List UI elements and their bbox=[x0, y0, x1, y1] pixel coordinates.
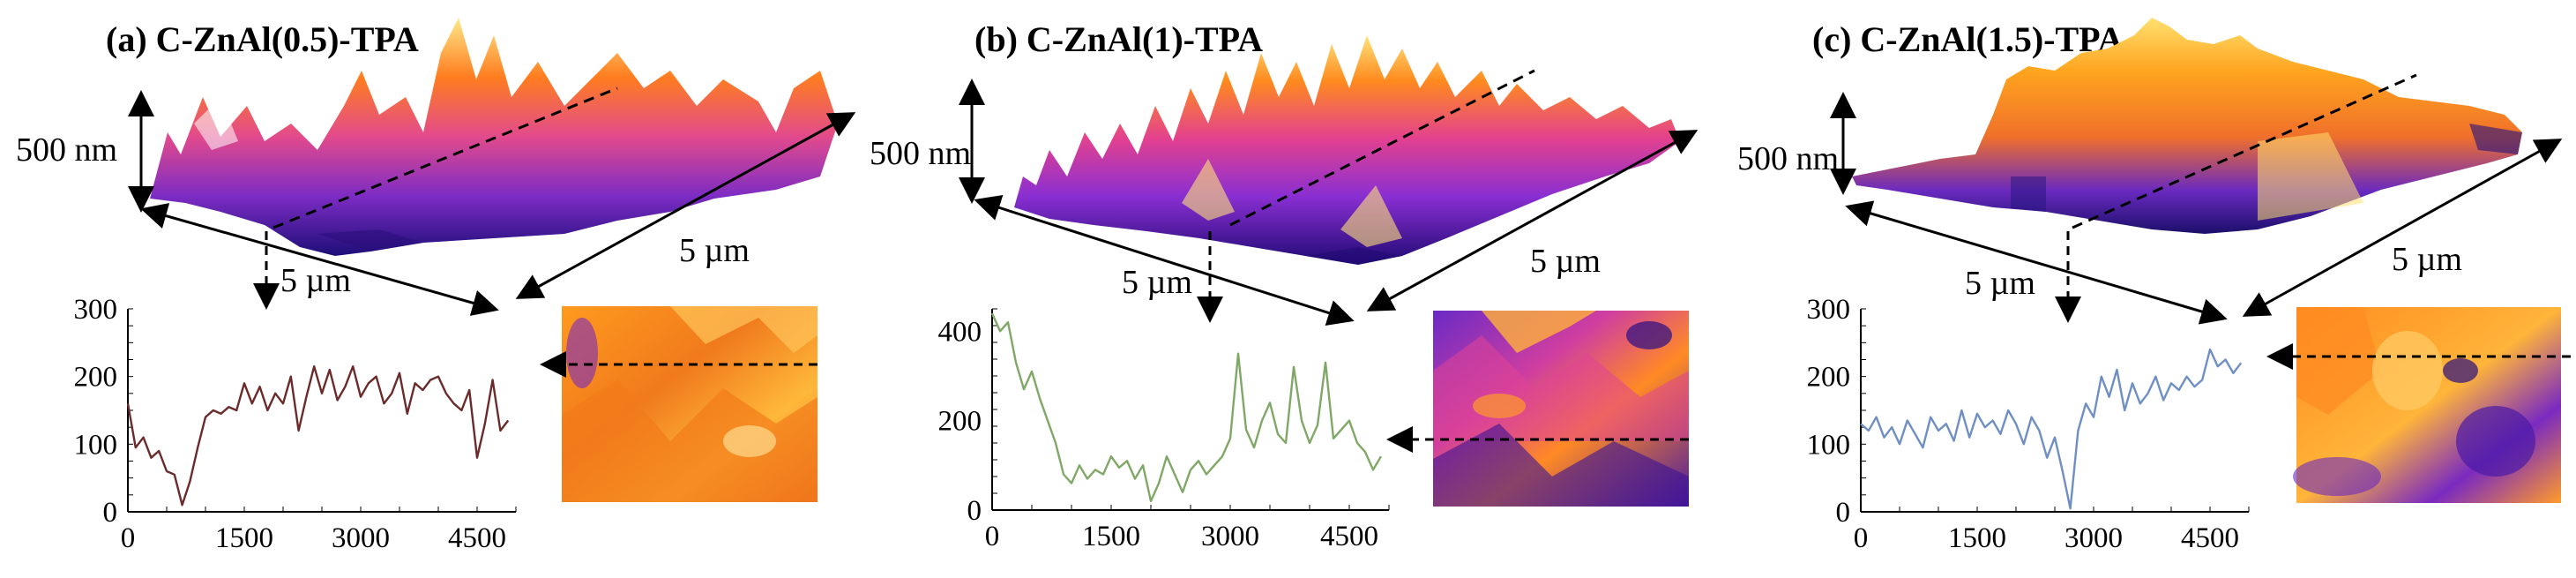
y-tick-label: 0 bbox=[967, 495, 982, 527]
y-tick-label: 200 bbox=[1807, 362, 1851, 394]
panel-b-profile-chart: 0 200 400 0 1500 3000 4500 bbox=[938, 308, 1390, 552]
panel-b-x-span-arrow bbox=[974, 195, 1355, 326]
y-tick-label: 200 bbox=[74, 362, 118, 394]
panel-b-surface-3d bbox=[1014, 35, 1680, 265]
panel-a-y-span-label: 5 µm bbox=[679, 232, 750, 269]
panel-c-height-label: 500 nm bbox=[1737, 140, 1839, 177]
panel-c-y-span-label: 5 µm bbox=[2392, 241, 2462, 278]
panel-a-height-label: 500 nm bbox=[16, 131, 117, 169]
panel-b-height-map bbox=[1433, 311, 1689, 507]
y-tick-label: 300 bbox=[1807, 294, 1851, 326]
panel-c-height-map bbox=[2293, 307, 2561, 503]
profile-series-line bbox=[990, 312, 1383, 503]
x-tick-label: 0 bbox=[1854, 522, 1869, 554]
x-tick-label: 3000 bbox=[2065, 522, 2123, 554]
panel-a-height-map bbox=[562, 306, 818, 502]
panel-a-x-span-arrow bbox=[140, 203, 499, 316]
panel-b-y-span-label: 5 µm bbox=[1530, 243, 1601, 280]
panel-c: (c) C-ZnAl(1.5)-TPA 500 nm 5 µm 5 µm 0 10… bbox=[1737, 18, 2571, 554]
y-tick-label: 100 bbox=[1807, 429, 1851, 461]
panel-c-x-span-label: 5 µm bbox=[1965, 265, 2035, 302]
x-tick-label: 0 bbox=[121, 522, 136, 554]
x-tick-label: 1500 bbox=[1948, 522, 2006, 554]
panel-c-title: (c) C-ZnAl(1.5)-TPA bbox=[1812, 19, 2124, 59]
panel-b-title: (b) C-ZnAl(1)-TPA bbox=[974, 19, 1263, 59]
x-tick-label: 4500 bbox=[2181, 522, 2239, 554]
y-tick-label: 0 bbox=[103, 497, 118, 529]
x-tick-label: 4500 bbox=[1320, 521, 1378, 552]
x-tick-label: 0 bbox=[985, 521, 1000, 552]
x-tick-label: 1500 bbox=[215, 522, 273, 554]
panel-b: (b) C-ZnAl(1)-TPA 500 nm 5 µm 5 µm 0 200 4… bbox=[870, 19, 1699, 552]
y-tick-label: 300 bbox=[74, 294, 118, 326]
x-tick-label: 4500 bbox=[448, 522, 506, 554]
panel-a: (a) C-ZnAl(0.5)-TPA 500 nm 5 µm 5 µm 0 10… bbox=[16, 18, 856, 554]
profile-series-line bbox=[126, 365, 510, 507]
panel-b-x-span-label: 5 µm bbox=[1122, 264, 1192, 301]
y-tick-label: 400 bbox=[938, 316, 982, 348]
panel-b-y-span-arrow bbox=[1366, 130, 1699, 312]
panel-a-y-span-arrow bbox=[515, 112, 856, 299]
y-tick-label: 200 bbox=[938, 406, 982, 438]
y-tick-label: 0 bbox=[1836, 497, 1851, 529]
panel-b-height-label: 500 nm bbox=[870, 135, 971, 172]
panel-c-y-span-arrow bbox=[2242, 139, 2563, 317]
panel-a-x-span-label: 5 µm bbox=[280, 262, 351, 299]
profile-series-line bbox=[1860, 348, 2243, 510]
x-tick-label: 3000 bbox=[1201, 521, 1259, 552]
x-tick-label: 1500 bbox=[1082, 521, 1140, 552]
panel-a-title: (a) C-ZnAl(0.5)-TPA bbox=[106, 19, 419, 59]
y-tick-label: 100 bbox=[74, 429, 118, 461]
panel-c-x-span-arrow bbox=[1845, 200, 2228, 325]
x-tick-label: 3000 bbox=[332, 522, 390, 554]
